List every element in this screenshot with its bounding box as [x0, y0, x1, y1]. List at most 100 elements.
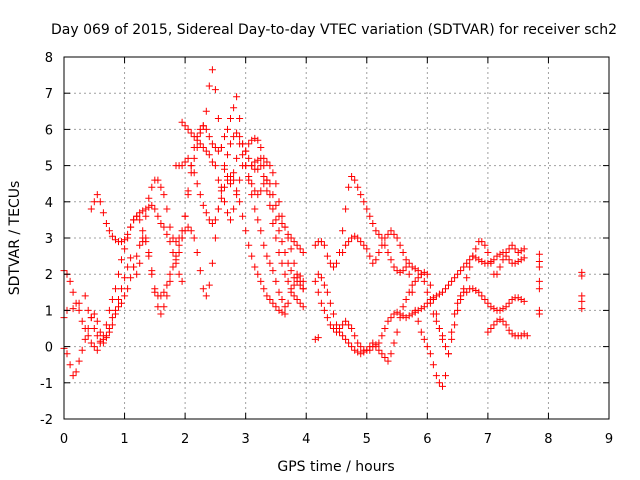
data-point	[251, 205, 259, 213]
data-point	[224, 125, 231, 133]
data-point	[166, 238, 174, 246]
data-point	[399, 303, 407, 311]
data-point	[230, 169, 238, 177]
data-point	[257, 144, 265, 151]
data-point	[323, 252, 331, 260]
y-tick-label: 5	[45, 160, 53, 175]
x-tick-label: 4	[302, 432, 310, 447]
data-point	[299, 285, 307, 293]
data-point	[121, 292, 129, 300]
y-tick-label: -1	[40, 377, 53, 392]
data-point	[405, 270, 413, 278]
data-point	[354, 348, 362, 356]
data-point	[326, 259, 334, 267]
data-point	[275, 306, 283, 314]
data-point	[254, 165, 262, 173]
data-point	[90, 325, 98, 332]
data-point	[520, 245, 528, 253]
data-point	[230, 176, 238, 184]
data-point	[293, 241, 301, 249]
data-point	[254, 156, 262, 164]
data-point	[217, 187, 225, 195]
data-point	[463, 288, 471, 296]
data-point	[520, 297, 528, 305]
data-point	[142, 234, 150, 242]
data-point	[448, 328, 456, 336]
data-point	[199, 122, 207, 130]
data-point	[384, 249, 392, 256]
data-point	[224, 209, 231, 217]
data-point	[484, 299, 492, 307]
data-point	[108, 321, 116, 329]
data-point	[414, 306, 422, 314]
data-point	[112, 285, 119, 293]
axis-ticks	[63, 56, 610, 420]
data-point	[99, 209, 107, 217]
data-point	[384, 317, 392, 325]
data-point	[239, 162, 247, 170]
data-point	[108, 296, 116, 303]
data-point	[233, 129, 241, 137]
data-point	[66, 361, 74, 369]
data-point	[490, 321, 498, 329]
data-point	[360, 348, 368, 356]
data-point	[211, 234, 219, 242]
data-point	[284, 230, 292, 238]
data-point	[266, 180, 274, 188]
data-point	[93, 317, 101, 325]
data-point	[508, 330, 516, 338]
data-point	[290, 292, 298, 300]
data-point	[284, 299, 292, 307]
data-point	[193, 249, 201, 256]
data-point	[402, 314, 410, 322]
data-point	[245, 140, 253, 148]
data-point	[227, 180, 234, 188]
data-point	[493, 252, 501, 260]
data-point	[408, 263, 416, 271]
x-tick-label: 5	[363, 432, 371, 447]
data-point	[511, 245, 519, 253]
data-point	[278, 212, 286, 220]
data-point	[420, 335, 428, 343]
data-point	[272, 303, 280, 311]
data-point	[478, 258, 486, 265]
data-point	[278, 259, 286, 267]
data-point	[323, 288, 331, 296]
data-point	[75, 306, 83, 314]
data-point	[496, 315, 504, 323]
series-trace-9	[311, 238, 528, 365]
data-point	[63, 350, 71, 358]
data-point	[487, 303, 495, 311]
data-point	[426, 299, 434, 307]
data-point	[160, 191, 168, 199]
data-point	[333, 321, 340, 329]
data-point	[439, 288, 446, 296]
series-trace-12	[311, 250, 586, 343]
data-point	[136, 241, 144, 249]
data-point	[190, 169, 198, 177]
data-point	[115, 303, 122, 311]
data-point	[484, 249, 492, 256]
data-point	[414, 274, 422, 282]
data-point	[499, 305, 507, 313]
data-point	[445, 281, 452, 289]
data-point	[535, 285, 543, 293]
data-point	[181, 212, 189, 220]
data-point	[166, 223, 174, 231]
data-point	[90, 343, 98, 351]
data-point	[217, 144, 225, 151]
data-point	[535, 263, 543, 271]
data-point	[435, 290, 443, 298]
data-point	[124, 285, 132, 293]
data-point	[417, 270, 425, 278]
data-point	[202, 147, 210, 155]
data-point	[175, 241, 183, 249]
data-point	[317, 299, 325, 307]
data-point	[366, 212, 374, 220]
data-point	[142, 205, 150, 213]
data-point	[420, 277, 428, 285]
data-point	[423, 270, 431, 278]
data-point	[172, 259, 180, 267]
data-point	[511, 259, 519, 267]
data-point	[502, 252, 510, 260]
